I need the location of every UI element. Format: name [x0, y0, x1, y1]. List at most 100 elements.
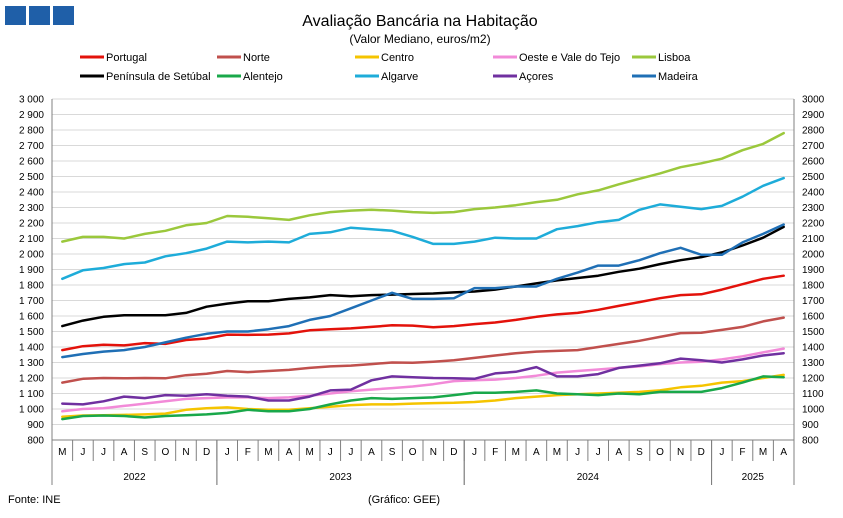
x-tick-label: N — [430, 447, 437, 458]
y-tick-label-left: 900 — [27, 420, 44, 431]
y-tick-label-left: 1 100 — [19, 389, 44, 400]
series-line-a-ores — [61, 351, 785, 406]
legend-item: Centro — [355, 52, 414, 64]
y-tick-label-right: 1000 — [802, 405, 825, 416]
x-tick-label: M — [512, 447, 520, 458]
x-tick-label: D — [698, 447, 705, 458]
series-line-madeira — [61, 223, 785, 359]
x-tick-label: A — [780, 447, 787, 458]
y-tick-label-left: 2 000 — [19, 250, 44, 261]
x-tick-label: S — [141, 447, 148, 458]
series-line-lisboa — [61, 131, 785, 243]
x-axis: M J J A S O N D J F M A M J J A S O N D J F M A M J J A S O N D J F M A 2022… — [51, 439, 795, 485]
legend-label: Península de Setúbal — [106, 71, 211, 83]
y-tick-label-left: 2 100 — [19, 234, 44, 245]
y-tick-label-right: 3000 — [802, 95, 825, 106]
y-tick-label-left: 1 600 — [19, 312, 44, 323]
legend-item: Oeste e Vale do Tejo — [493, 52, 620, 64]
series-line-portugal — [61, 274, 785, 352]
y-tick-label-left: 2 900 — [19, 110, 44, 121]
y-tick-label-right: 900 — [802, 420, 819, 431]
x-tick-label: J — [596, 447, 601, 458]
legend-label: Lisboa — [658, 52, 691, 64]
credit-note: (Gráfico: GEE) — [368, 494, 440, 506]
y-axis-left: 800 900 1 000 1 100 1 200 1 300 1 400 1 500 1 60… — [19, 95, 53, 447]
series-line-algarve — [61, 176, 785, 281]
legend: Portugal Norte Centro Oeste e Vale do Tejo L… — [80, 52, 699, 83]
y-tick-label-right: 1100 — [802, 389, 824, 400]
x-tick-label: J — [348, 447, 353, 458]
x-tick-label: O — [656, 447, 664, 458]
y-tick-label-right: 2200 — [802, 219, 825, 230]
legend-label: Centro — [381, 52, 414, 64]
y-tick-label-left: 1 500 — [19, 327, 44, 338]
x-tick-label: F — [245, 447, 251, 458]
series-line-pen-nsula-de-set-bal — [61, 225, 785, 328]
legend-label: Algarve — [381, 71, 418, 83]
x-tick-label: M — [759, 447, 767, 458]
y-axis-right: 800 900 1000 1100 1200 1300 1400 1500 1600 1700 18… — [793, 95, 825, 447]
legend-item: Lisboa — [632, 52, 691, 64]
x-tick-label: J — [101, 447, 106, 458]
x-tick-label: D — [203, 447, 210, 458]
x-tick-label: F — [492, 447, 498, 458]
year-label: 2024 — [577, 472, 600, 483]
x-tick-label: O — [161, 447, 169, 458]
x-tick-label: J — [328, 447, 333, 458]
year-label: 2025 — [742, 472, 765, 483]
x-tick-label: S — [636, 447, 643, 458]
legend-item: Portugal — [80, 52, 147, 64]
chart-subtitle: (Valor Mediano, euros/m2) — [349, 32, 490, 46]
y-tick-label-left: 2 400 — [19, 188, 44, 199]
y-tick-label-left: 800 — [27, 436, 44, 447]
x-tick-label: A — [615, 447, 622, 458]
y-tick-label-right: 2000 — [802, 250, 825, 261]
legend-item: Norte — [217, 52, 270, 64]
y-tick-label-right: 2800 — [802, 126, 825, 137]
y-tick-label-right: 1600 — [802, 312, 825, 323]
y-tick-label-left: 1 700 — [19, 296, 44, 307]
y-tick-label-right: 800 — [802, 436, 819, 447]
legend-label: Madeira — [658, 71, 699, 83]
x-tick-label: D — [450, 447, 457, 458]
y-tick-label-left: 1 200 — [19, 374, 44, 385]
x-tick-label: J — [80, 447, 85, 458]
x-tick-label: J — [719, 447, 724, 458]
series-line-norte — [61, 316, 785, 384]
legend-item: Alentejo — [217, 71, 283, 83]
y-tick-label-left: 1 400 — [19, 343, 44, 354]
x-tick-label: M — [553, 447, 561, 458]
y-tick-label-left: 2 300 — [19, 203, 44, 214]
chart-title: Avaliação Bancária na Habitação — [302, 13, 538, 30]
x-tick-label: M — [305, 447, 313, 458]
y-tick-label-right: 1400 — [802, 343, 825, 354]
legend-item: Açores — [493, 71, 554, 83]
x-tick-label: J — [225, 447, 230, 458]
y-tick-label-right: 1700 — [802, 296, 825, 307]
y-tick-label-right: 2300 — [802, 203, 825, 214]
y-tick-label-left: 2 700 — [19, 141, 44, 152]
series-line-centro — [61, 373, 785, 419]
x-tick-label: M — [264, 447, 272, 458]
y-tick-label-left: 2 500 — [19, 172, 44, 183]
y-tick-label-left: 1 300 — [19, 358, 44, 369]
y-tick-label-right: 2500 — [802, 172, 825, 183]
legend-item: Madeira — [632, 71, 699, 83]
year-label: 2022 — [123, 472, 146, 483]
x-tick-label: A — [286, 447, 293, 458]
y-tick-label-left: 1 000 — [19, 405, 44, 416]
x-tick-label: M — [58, 447, 66, 458]
y-tick-label-right: 1200 — [802, 374, 825, 385]
year-label: 2023 — [329, 472, 352, 483]
x-tick-label: A — [121, 447, 128, 458]
y-tick-label-left: 2 600 — [19, 157, 44, 168]
x-tick-label: N — [677, 447, 684, 458]
x-tick-label: A — [368, 447, 375, 458]
x-tick-label: F — [739, 447, 745, 458]
legend-label: Alentejo — [243, 71, 283, 83]
y-tick-label-left: 2 200 — [19, 219, 44, 230]
legend-item: Algarve — [355, 71, 418, 83]
y-tick-label-right: 1500 — [802, 327, 825, 338]
y-tick-label-right: 1800 — [802, 281, 825, 292]
y-tick-label-left: 1 800 — [19, 281, 44, 292]
